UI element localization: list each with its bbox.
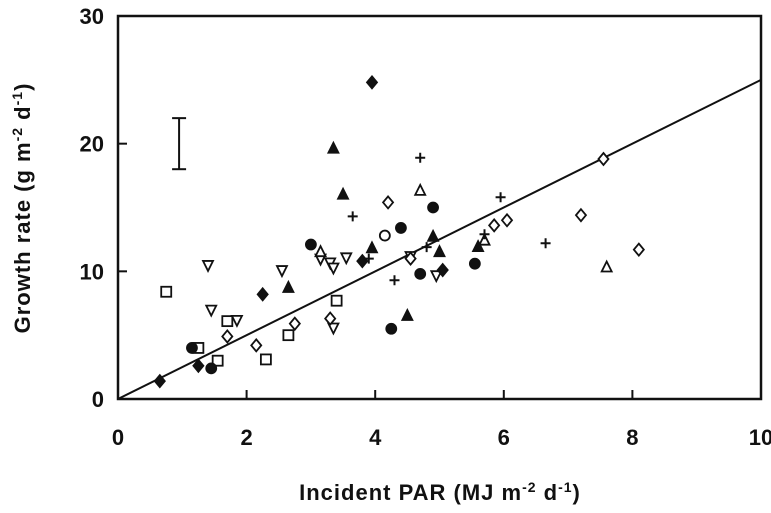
y-axis-tick-labels: 0 10 20 30 [80,4,104,412]
point-diamond [288,316,301,332]
point-circle [205,362,218,375]
error-bar-group [172,117,187,171]
y-axis-ticks [118,15,127,400]
x-tick-label: 2 [240,425,252,450]
regression-line [117,78,762,400]
point-circle [427,201,439,214]
regression-line-group [117,78,762,400]
point-triangle-up [400,308,414,321]
point-square [330,294,343,307]
point-plus [347,211,358,222]
data-points [153,74,646,389]
point-triangle-up [471,239,485,252]
point-diamond [500,212,514,228]
point-square [211,354,224,367]
point-triangle-up [326,140,340,154]
point-square [160,285,173,298]
point-diamond [574,207,588,223]
point-triangle-down [201,260,215,273]
point-square [282,329,295,342]
point-plus [479,229,490,240]
point-triangle-down [326,322,340,336]
point-triangle-up [365,240,379,254]
y-axis-title: Growth rate (g m-2 d-1) [9,83,35,334]
point-diamond [356,253,369,269]
point-triangle-up [600,259,614,273]
point-diamond [632,242,646,258]
point-circle [468,257,481,270]
point-diamond [192,358,205,374]
plot-frame [116,14,763,401]
point-diamond [487,217,501,233]
point-circle [395,222,407,234]
point-circle [385,322,398,335]
point-triangle-up [336,186,350,200]
point-plus [421,242,432,253]
point-diamond [404,251,417,266]
y-tick-label: 0 [92,387,104,412]
point-square [221,315,234,328]
x-axis-tick-labels: 0 2 4 6 8 10 [112,425,771,450]
point-circle [378,229,391,242]
point-diamond [221,329,234,344]
point-circle [414,267,427,280]
point-triangle-down [230,314,244,328]
x-tick-label: 4 [369,425,382,450]
point-triangle-up [314,244,328,258]
y-tick-label: 30 [80,4,104,29]
point-diamond [365,74,379,90]
point-diamond [381,194,395,210]
point-plus [495,192,506,203]
point-circle [186,342,198,354]
point-plus [540,238,551,249]
point-square [259,353,272,366]
point-triangle-down [275,265,289,279]
point-triangle-down [204,304,218,318]
point-diamond [256,286,269,302]
point-triangle-up [426,228,440,242]
point-triangle-down [326,262,340,276]
point-diamond [153,373,166,389]
point-plus [389,275,400,286]
x-tick-label: 6 [498,425,510,450]
x-axis-title: Incident PAR (MJ m-2 d-1) [299,479,581,505]
point-triangle-down [339,252,353,266]
x-tick-label: 10 [749,425,771,450]
point-diamond [597,151,610,167]
x-tick-label: 8 [626,425,638,450]
y-tick-label: 10 [80,259,104,284]
point-triangle-up [478,232,491,246]
point-circle [304,238,317,251]
point-diamond [250,337,263,353]
y-tick-label: 20 [80,132,104,157]
point-plus [415,152,426,163]
point-triangle-up [433,244,446,258]
point-diamond [436,262,449,278]
point-triangle-up [281,279,295,293]
point-triangle-down [429,270,443,284]
point-triangle-up [413,182,427,196]
point-diamond [324,311,337,326]
point-plus [363,253,374,264]
x-tick-label: 0 [112,425,124,450]
x-axis-ticks [117,390,762,399]
